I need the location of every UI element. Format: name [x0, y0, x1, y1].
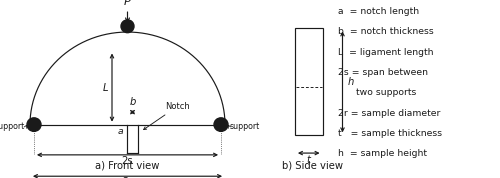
Text: b: b: [130, 97, 136, 107]
Text: 2s: 2s: [122, 156, 134, 166]
Bar: [295, 28, 322, 135]
Text: t: t: [307, 155, 310, 165]
Text: support: support: [230, 122, 260, 131]
Text: h  = sample height: h = sample height: [338, 149, 426, 158]
Ellipse shape: [214, 118, 228, 131]
Ellipse shape: [27, 118, 41, 131]
Text: a) Front view: a) Front view: [96, 161, 160, 171]
Text: L: L: [102, 83, 108, 93]
Text: b) Side view: b) Side view: [282, 161, 343, 171]
Text: t   = sample thickness: t = sample thickness: [338, 129, 442, 138]
Text: b  = notch thickness: b = notch thickness: [338, 27, 433, 36]
Text: h: h: [348, 77, 354, 87]
Text: P: P: [124, 0, 131, 7]
Text: a  = notch length: a = notch length: [338, 7, 418, 16]
Text: support: support: [0, 122, 25, 131]
Text: a: a: [118, 127, 123, 136]
Text: two supports: two supports: [338, 88, 416, 97]
Text: Notch: Notch: [144, 102, 190, 130]
Text: 2r: 2r: [122, 177, 133, 178]
Text: 2s = span between: 2s = span between: [338, 68, 428, 77]
Text: L  = ligament length: L = ligament length: [338, 48, 433, 57]
Text: 2r = sample diameter: 2r = sample diameter: [338, 109, 440, 118]
Ellipse shape: [121, 20, 134, 33]
